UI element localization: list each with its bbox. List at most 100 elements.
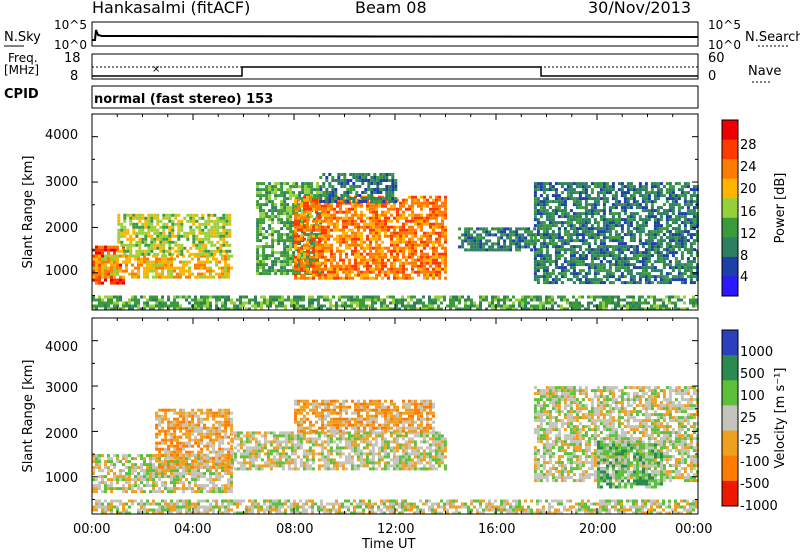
power-cell-r2 [213, 225, 217, 229]
power-cell-r2 [129, 216, 133, 220]
power-cell-r7 [611, 281, 615, 285]
power-cell-r6 [518, 236, 522, 240]
power-cell-r1 [158, 275, 161, 279]
power-cell-r3 [262, 215, 266, 219]
power-cell-r4 [309, 210, 312, 214]
power-cell-r2 [171, 240, 175, 244]
power-cell-r8 [518, 298, 521, 302]
power-cell-r4 [420, 234, 423, 238]
power-cell-r3 [283, 197, 287, 201]
power-cell-r8 [311, 298, 314, 302]
power-cell-r7 [551, 239, 555, 243]
power-cell-r7 [545, 197, 549, 201]
power-cell-r4 [426, 276, 429, 280]
power-cell-r5 [361, 182, 365, 185]
power-cell-r6 [467, 242, 471, 246]
power-cell-r8 [101, 301, 104, 305]
power-cell-r2 [195, 243, 199, 247]
power-cell-r4 [390, 225, 393, 229]
power-cell-r8 [572, 304, 575, 308]
power-cell-r4 [423, 276, 426, 280]
power-cell-r5 [346, 179, 350, 182]
power-cell-r8 [128, 298, 131, 302]
power-cell-r2 [171, 225, 175, 229]
power-cell-r6 [518, 248, 522, 252]
power-cell-r3 [304, 182, 308, 186]
velocity-cell-r0 [110, 457, 113, 461]
power-cell-r2 [159, 243, 163, 247]
power-cell-r7 [620, 209, 624, 213]
power-cell-r8 [380, 298, 383, 302]
power-cell-r5 [385, 194, 389, 197]
velocity-cell-r0 [149, 466, 152, 470]
power-cell-r1 [149, 260, 152, 264]
power-cell-r4 [411, 270, 414, 274]
power-cell-r7 [653, 269, 657, 273]
power-cell-r8 [305, 307, 308, 311]
power-cell-r3 [277, 188, 281, 192]
power-cell-r7 [590, 227, 594, 231]
power-cell-r7 [584, 230, 588, 234]
power-cell-r7 [548, 224, 552, 228]
power-cell-r4 [402, 246, 405, 250]
power-cell-r8 [551, 301, 554, 305]
power-cell-r8 [380, 304, 383, 308]
power-cell-r8 [395, 304, 398, 308]
power-cell-r8 [233, 304, 236, 308]
power-cell-r4 [321, 249, 324, 253]
power-cell-r8 [296, 307, 299, 311]
power-cell-r7 [593, 278, 597, 282]
power-cell-r5 [370, 200, 374, 203]
power-cell-r8 [392, 295, 395, 299]
freq-tick-bottom: 8 [70, 69, 79, 84]
velocity-cell-r0 [176, 466, 179, 470]
power-cell-r4 [414, 243, 417, 247]
power-cell-r4 [423, 267, 426, 271]
power-cell-r7 [575, 278, 579, 282]
beam-title: Beam 08 [355, 0, 427, 17]
power-cell-r4 [297, 258, 300, 262]
power-cell-r7 [551, 209, 555, 213]
power-cell-r3 [286, 224, 290, 228]
power-cell-r6 [506, 233, 510, 237]
power-cell-r7 [572, 188, 576, 192]
power-cell-r3 [259, 215, 263, 219]
velocity-cell-r0 [170, 478, 173, 482]
power-cell-r7 [650, 245, 654, 249]
power-cell-r7 [584, 191, 588, 195]
power-cell-r7 [611, 224, 615, 228]
power-cell-r8 [461, 295, 464, 299]
power-cell-r7 [677, 245, 681, 249]
power-cell-r7 [566, 260, 570, 264]
power-cell-r8 [143, 301, 146, 305]
power-cell-r6 [512, 242, 516, 246]
power-cell-r8 [188, 301, 191, 305]
power-cell-r7 [632, 215, 636, 219]
power-cell-r7 [644, 278, 648, 282]
power-cell-r7 [611, 227, 615, 231]
power-cell-r4 [432, 222, 435, 226]
power-cell-r7 [638, 233, 642, 237]
power-cell-r6 [497, 236, 501, 240]
power-cell-r7 [650, 254, 654, 258]
power-cell-r5 [391, 200, 395, 203]
power-cell-r4 [345, 213, 348, 217]
power-cell-r8 [149, 295, 152, 299]
power-cell-r8 [293, 295, 296, 299]
power-cell-r8 [371, 295, 374, 299]
power-cell-r7 [641, 200, 645, 204]
power-cell-r7 [533, 263, 537, 267]
power-cell-r7 [602, 194, 606, 198]
xtick-2000: 20:00 [579, 522, 617, 537]
power-cell-r3 [286, 206, 290, 210]
power-cell-r2 [168, 252, 172, 256]
power-cell-r7 [686, 251, 690, 255]
power-cell-r7 [608, 245, 612, 249]
power-cell-r7 [653, 191, 657, 195]
power-cell-r4 [357, 204, 360, 208]
power-cell-r1 [161, 254, 164, 258]
power-cell-r4 [318, 249, 321, 253]
power-cell-r3 [304, 191, 308, 195]
power-cell-r4 [306, 261, 309, 265]
power-cell-r4 [369, 216, 372, 220]
